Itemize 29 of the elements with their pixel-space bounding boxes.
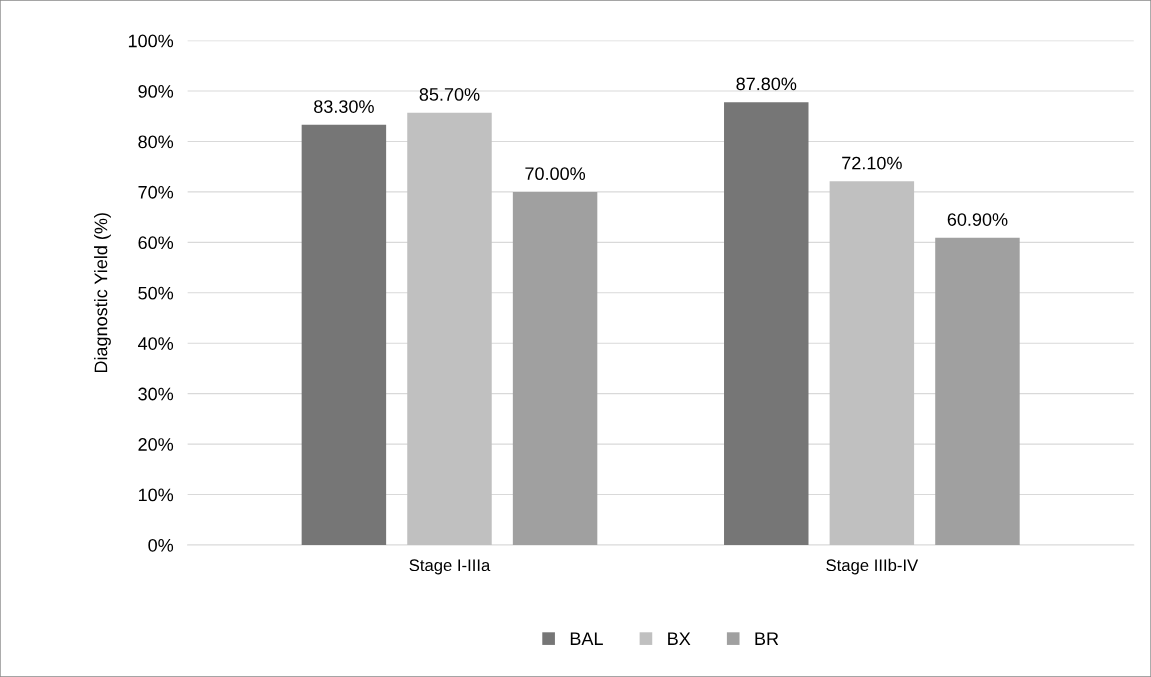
bar bbox=[407, 112, 492, 545]
y-tick-label: 0% bbox=[148, 538, 174, 552]
bar bbox=[512, 191, 598, 545]
bar bbox=[301, 124, 387, 545]
y-tick-label: 40% bbox=[138, 337, 174, 350]
data-label: 83.30% bbox=[314, 100, 374, 113]
legend-label: BAL bbox=[570, 632, 603, 645]
bar bbox=[935, 237, 1020, 545]
x-tick-label: Stage I-IIIa bbox=[409, 559, 491, 575]
bar bbox=[829, 181, 915, 545]
y-tick-label: 10% bbox=[138, 488, 174, 502]
y-axis-title: Diagnostic Yield (%) bbox=[94, 213, 111, 373]
data-label: 72.10% bbox=[842, 156, 902, 170]
bar bbox=[724, 102, 809, 545]
y-tick-label: 50% bbox=[138, 286, 174, 300]
data-label: 87.80% bbox=[736, 77, 797, 91]
y-tick-label: 100% bbox=[128, 34, 174, 48]
y-tick-label: 60% bbox=[138, 236, 174, 250]
legend-label: BR bbox=[755, 632, 779, 645]
data-label: 60.90% bbox=[947, 213, 1008, 226]
x-tick-label: Stage IIIb-IV bbox=[826, 558, 919, 575]
data-label: 85.70% bbox=[419, 88, 480, 101]
y-tick-label: 90% bbox=[138, 84, 174, 98]
data-label: 70.00% bbox=[525, 167, 586, 181]
y-tick-label: 30% bbox=[138, 387, 174, 401]
y-tick-label: 70% bbox=[138, 185, 174, 199]
y-tick-label: 80% bbox=[138, 135, 174, 149]
legend-label: BX bbox=[668, 632, 691, 645]
y-tick-label: 20% bbox=[138, 438, 174, 451]
